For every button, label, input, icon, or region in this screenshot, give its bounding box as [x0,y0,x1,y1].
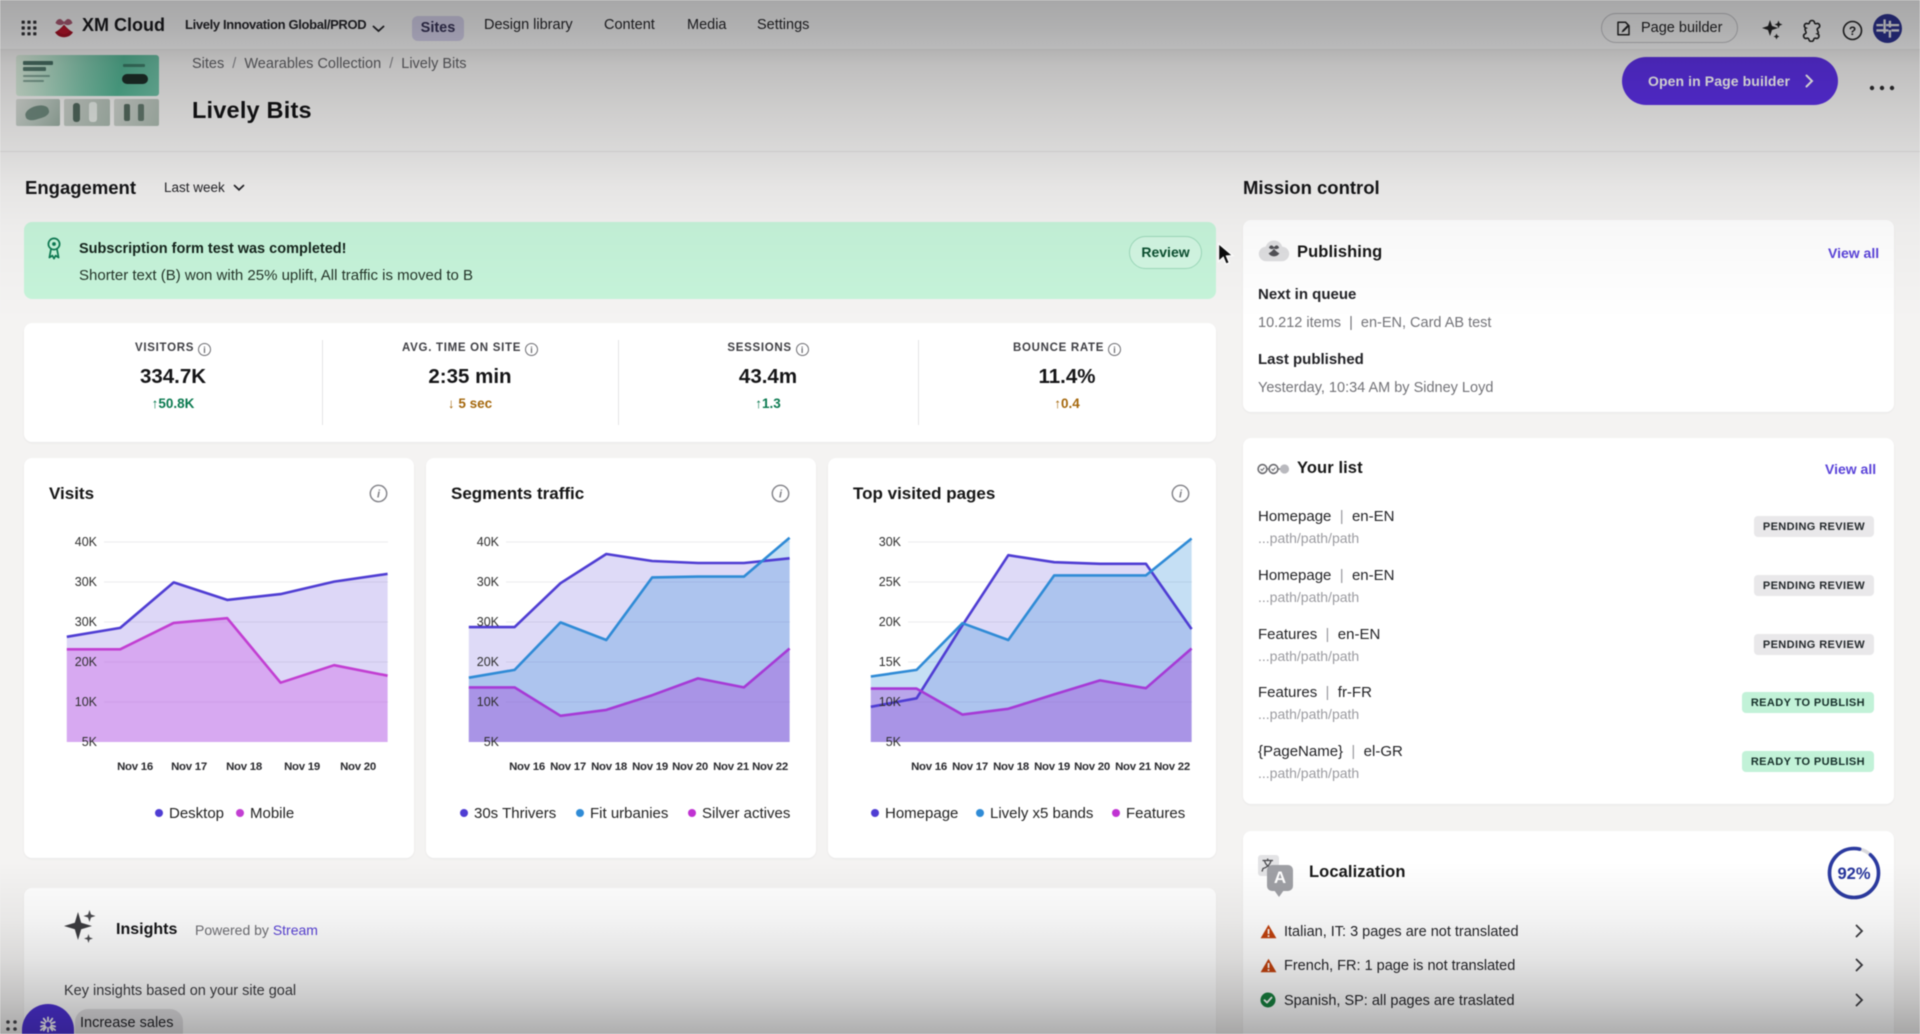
svg-text:i: i [779,489,783,501]
svg-text:20K: 20K [75,655,98,669]
svg-text:Nov 17: Nov 17 [550,761,586,773]
svg-text:30K: 30K [75,575,98,589]
svg-text:i: i [1179,489,1183,501]
svg-text:Nov 19: Nov 19 [284,761,320,773]
svg-text:Nov 17: Nov 17 [171,761,207,773]
svg-text:10K: 10K [879,695,902,709]
svg-text:Nov 17: Nov 17 [952,761,988,773]
svg-text:5K: 5K [886,735,902,749]
svg-text:Nov 20: Nov 20 [672,761,708,773]
svg-text:Nov 21: Nov 21 [1115,761,1152,773]
svg-text:?: ? [1849,24,1856,38]
svg-text:30K: 30K [477,615,500,629]
svg-text:30K: 30K [75,615,98,629]
svg-text:Nov 18: Nov 18 [226,761,262,773]
svg-text:40K: 40K [477,535,500,549]
svg-text:10K: 10K [477,695,500,709]
svg-text:Nov 19: Nov 19 [1034,761,1070,773]
svg-text:Nov 22: Nov 22 [1154,761,1190,773]
svg-text:15K: 15K [879,655,902,669]
svg-text:40K: 40K [75,535,98,549]
svg-text:30K: 30K [477,575,500,589]
svg-text:Nov 20: Nov 20 [1074,761,1110,773]
svg-text:92%: 92% [1837,865,1870,883]
svg-text:20K: 20K [477,655,500,669]
svg-text:5K: 5K [82,735,98,749]
svg-text:25K: 25K [879,575,902,589]
svg-text:Nov 22: Nov 22 [752,761,788,773]
svg-text:Nov 21: Nov 21 [713,761,750,773]
svg-text:5K: 5K [484,735,500,749]
svg-text:10K: 10K [75,695,98,709]
svg-text:i: i [377,489,381,501]
svg-text:Nov 16: Nov 16 [117,761,153,773]
svg-text:Nov 18: Nov 18 [993,761,1029,773]
svg-text:Nov 18: Nov 18 [591,761,627,773]
svg-text:Nov 20: Nov 20 [340,761,376,773]
svg-text:Nov 16: Nov 16 [911,761,947,773]
svg-text:Nov 19: Nov 19 [632,761,668,773]
svg-text:20K: 20K [879,615,902,629]
svg-text:30K: 30K [879,535,902,549]
svg-text:Nov 16: Nov 16 [509,761,545,773]
